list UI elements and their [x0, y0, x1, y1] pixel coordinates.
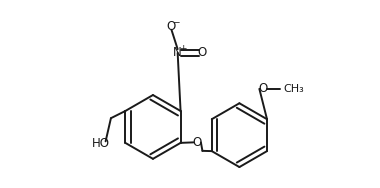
Text: O: O	[167, 20, 176, 33]
Text: N: N	[173, 46, 182, 59]
Text: O: O	[258, 82, 268, 95]
Text: CH₃: CH₃	[283, 84, 304, 94]
Text: O: O	[193, 136, 202, 149]
Text: +: +	[179, 44, 187, 53]
Text: O: O	[198, 46, 207, 59]
Text: −: −	[172, 17, 180, 26]
Text: HO: HO	[92, 137, 109, 150]
